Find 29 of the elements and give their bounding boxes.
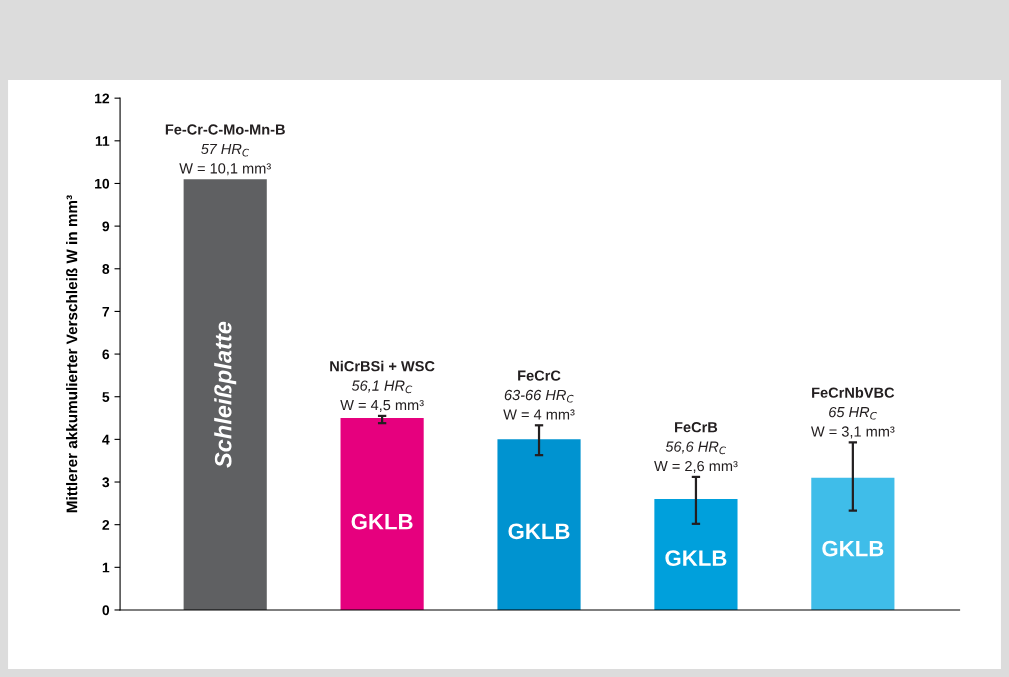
annotation: GKLB bbox=[508, 523, 570, 540]
y-tick-label: 10 bbox=[95, 178, 110, 189]
y-tick-label: 8 bbox=[102, 264, 110, 274]
bar bbox=[183, 179, 267, 610]
y-tick-label: 9 bbox=[102, 221, 110, 232]
data-label: FeCrB 56,6 HR$_{C}$ W = 2,6 mm³ bbox=[654, 422, 738, 473]
y-tick-label: 12 bbox=[95, 93, 110, 104]
y-tick-label: 5 bbox=[102, 392, 110, 402]
y-tick-label: 7 bbox=[102, 306, 110, 317]
data-label: Fe-Cr-C-Mo-Mn-B 57 HR$_{C}$ W = 10,1 mm³ bbox=[165, 124, 285, 176]
bar bbox=[340, 418, 424, 610]
data-label: FeCrNbVBC 65 HR$_{C}$ W = 3,1 mm³ bbox=[810, 387, 895, 439]
y-tick-label: 0 bbox=[102, 605, 110, 616]
annotation: Schleißplatte bbox=[214, 321, 237, 468]
annotation: GKLB bbox=[351, 513, 413, 530]
annotation: GKLB bbox=[822, 540, 884, 557]
bar bbox=[497, 439, 581, 610]
data-label: FeCrC 63-66 HR$_{C}$ W = 4 mm³ bbox=[503, 370, 575, 420]
data-label: NiCrBSi + WSC 56,1 HR$_{C}$ W = 4,5 mm³ bbox=[330, 360, 435, 412]
bar bbox=[654, 499, 738, 610]
bar bbox=[811, 477, 895, 610]
annotation: GKLB bbox=[665, 550, 727, 567]
y-tick-label: 6 bbox=[102, 349, 110, 360]
y-tick-label: 2 bbox=[102, 520, 110, 530]
y-axis-title: Mittlerer akkumulierter Verschleiß W in mm³ bbox=[66, 195, 78, 513]
y-tick-label: 3 bbox=[102, 477, 110, 488]
y-tick-label: 4 bbox=[102, 434, 110, 445]
y-tick-label: 11 bbox=[95, 136, 110, 146]
y-tick-label: 1 bbox=[102, 562, 110, 573]
